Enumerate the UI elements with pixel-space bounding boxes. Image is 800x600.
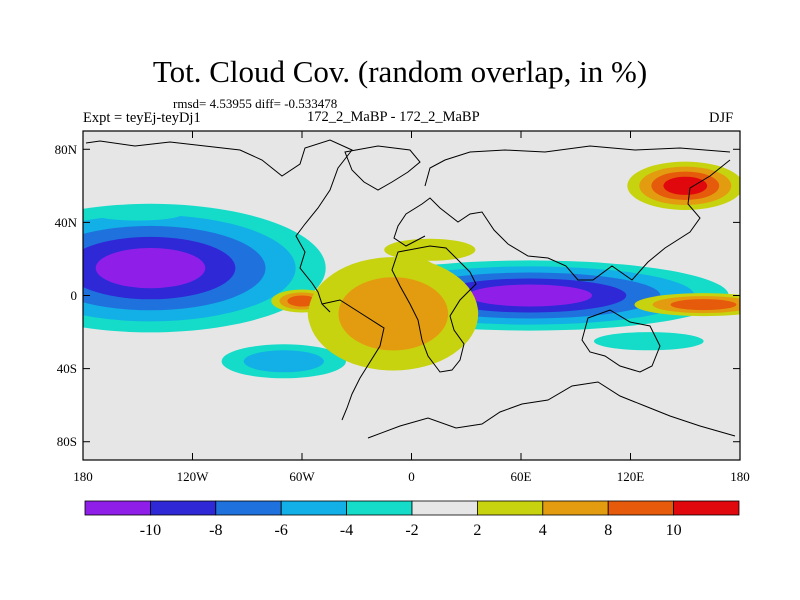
colorbar: -10 -8 -6 -4 -2 2 4 8 10 [84,500,740,539]
colorbar-label-0: -10 [140,522,161,539]
anomaly-10-contour-0 [594,332,704,351]
anomaly-9-contour-0 [384,238,476,261]
stats-label: rmsd= 4.53955 diff= -0.533478 [173,96,338,111]
y-tick-label-0: 80N [55,142,78,157]
anomaly-1-contour-4 [468,284,593,307]
colorbar-box-0 [84,500,151,516]
coastline-north-america [85,139,353,313]
coastlines [85,139,736,439]
coastline-australia [581,309,661,373]
y-tick-label-3: 40S [57,361,77,376]
x-tick-label-2: 60W [289,469,315,484]
season-label: DJF [709,110,734,126]
coastline-eurasia [393,145,731,281]
colorbar-label-6: 4 [539,522,547,539]
anomaly-0-contour-4 [95,248,206,289]
x-tick-label-6: 180 [730,469,750,484]
x-tick-label-4: 60E [511,469,532,484]
colorbar-box-2 [215,500,282,516]
colorbar-box-7 [542,500,609,516]
colorbar-label-4: -2 [405,522,418,539]
y-tick-label-1: 40N [55,215,78,230]
colorbar-label-5: 2 [473,522,481,539]
colorbar-box-3 [280,500,348,516]
x-tick-label-3: 0 [408,469,415,484]
colorbar-label-7: 8 [604,522,612,539]
anomaly-11-contour-0 [92,206,184,221]
y-tick-label-4: 80S [57,434,77,449]
x-tick-label-5: 120E [617,469,645,484]
x-tick-label-1: 120W [177,469,210,484]
anomaly-5-contour-2 [287,295,317,307]
comparison-label: 172_2_MaBP - 172_2_MaBP [307,109,480,125]
colorbar-box-4 [346,500,413,516]
chart-title: Tot. Cloud Cov. (random overlap, in %) [152,54,648,89]
colorbar-box-8 [607,500,675,516]
colorbar-box-1 [149,500,217,516]
colorbar-box-6 [476,500,544,516]
anomaly-2-contour-1 [243,350,324,373]
coastline-greenland [344,145,421,191]
x-tick-label-0: 180 [73,469,93,484]
coastline-antarctica [367,381,736,439]
y-tick-label-2: 0 [71,288,78,303]
anomaly-8-contour-1 [338,277,449,351]
anomaly-7-contour-3 [663,176,708,195]
colorbar-box-5 [411,500,478,516]
colorbar-label-1: -8 [209,522,222,539]
coastline-africa [391,245,477,373]
colorbar-label-2: -6 [275,522,288,539]
experiment-label: Expt = teyEj-teyDj1 [83,110,201,126]
colorbar-box-9 [673,500,740,516]
axis-ticks: 180 120W 60W 0 60E 120E 180 80N 40N 0 40S 80S [55,131,750,484]
anomaly-6-contour-2 [670,299,737,311]
colorbar-label-8: 10 [666,522,682,539]
coastline-south-america [321,299,385,421]
colorbar-label-3: -4 [340,522,353,539]
